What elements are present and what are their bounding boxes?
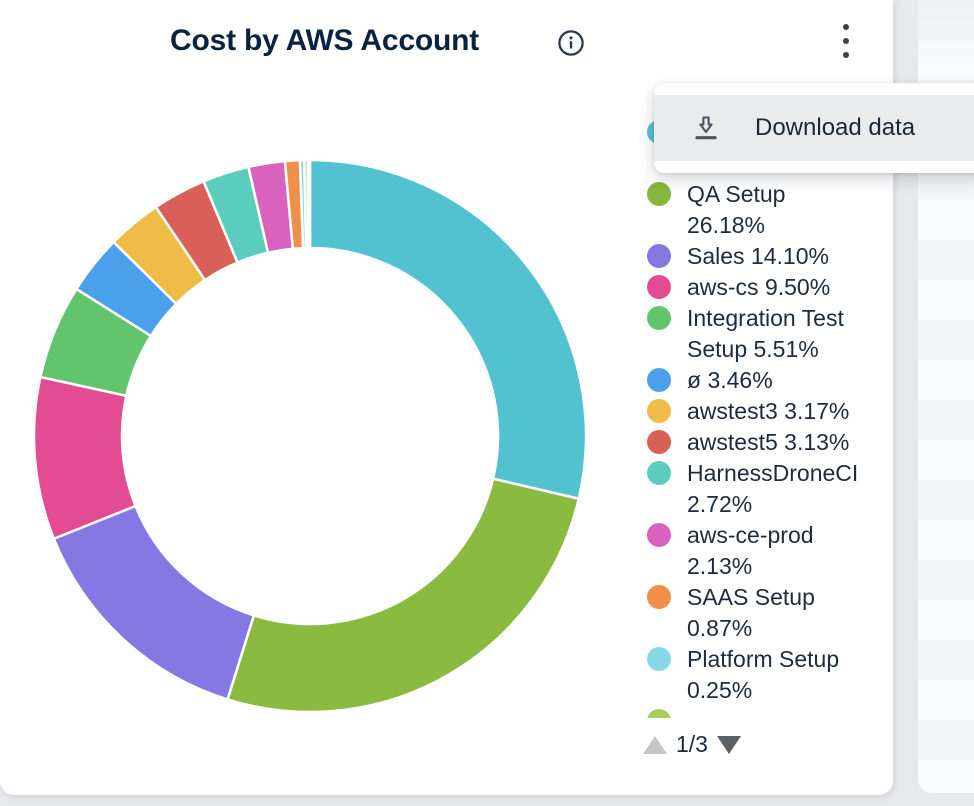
legend-item[interactable]: awstest3 3.17% <box>645 396 891 427</box>
legend-item[interactable]: ø 3.46% <box>645 365 891 396</box>
legend-pagination: 1/3 <box>643 731 741 758</box>
legend-dot <box>647 368 671 392</box>
legend-item[interactable]: aws-cs 9.50% <box>645 272 891 303</box>
info-icon[interactable] <box>557 29 585 57</box>
legend-dot <box>647 275 671 299</box>
legend-label: SAAS Setup 0.87% <box>687 584 815 641</box>
legend-item[interactable]: SAAS Setup 0.87% <box>645 582 891 644</box>
kebab-dot <box>843 38 849 44</box>
chart-legend: QA Setup 26.18% Sales 14.10% aws-cs 9.50% In… <box>645 117 891 718</box>
chart-title: Cost by AWS Account <box>170 24 479 57</box>
download-icon <box>695 116 717 140</box>
legend-dot <box>647 244 671 268</box>
donut-slice[interactable] <box>306 159 312 250</box>
legend-item[interactable]: Platform Setup 0.25% <box>645 644 891 706</box>
legend-dot <box>647 461 671 485</box>
legend-label: aws-cs 9.50% <box>687 274 831 300</box>
legend-label: aws-ce-prod 2.13% <box>687 522 814 579</box>
legend-item[interactable]: Sales 14.10% <box>645 241 891 272</box>
legend-dot <box>647 709 671 718</box>
legend-dot <box>647 182 671 206</box>
legend-item[interactable]: HarnessDroneCI 2.72% <box>645 458 891 520</box>
legend-label: Integration Test Setup 5.51% <box>687 305 844 362</box>
legend-dot <box>647 430 671 454</box>
legend-item[interactable]: aws-ce-prod 2.13% <box>645 520 891 582</box>
legend-label: awstest3 3.17% <box>687 398 850 424</box>
legend-dot <box>647 523 671 547</box>
donut-slice[interactable] <box>225 477 581 713</box>
legend-label: Sales 14.10% <box>687 243 829 269</box>
legend-item[interactable]: Integration Test Setup 5.51% <box>645 303 891 365</box>
download-data-menu-item[interactable]: Download data <box>654 95 974 161</box>
legend-item[interactable]: awstest5 3.13% <box>645 427 891 458</box>
legend-dot <box>647 585 671 609</box>
donut-slice[interactable] <box>308 159 587 501</box>
legend-dot <box>647 647 671 671</box>
donut-slice[interactable] <box>52 504 256 701</box>
kebab-dot <box>843 24 849 30</box>
kebab-menu-button[interactable] <box>835 24 857 58</box>
donut-chart[interactable] <box>33 159 587 713</box>
legend-page-indicator: 1/3 <box>676 731 708 757</box>
legend-label: QA Setup 26.18% <box>687 181 786 238</box>
legend-next-page-button[interactable] <box>716 735 741 754</box>
legend-dot <box>647 306 671 330</box>
kebab-dot <box>843 52 849 58</box>
menu-item-label: Download data <box>755 114 916 141</box>
legend-label: Platform Setup 0.25% <box>687 646 840 703</box>
context-menu: Download data <box>654 83 974 173</box>
legend-prev-page-button[interactable] <box>643 735 667 754</box>
legend-label: HarnessDroneCI 2.72% <box>687 460 859 517</box>
legend-label: ø 3.46% <box>687 367 773 393</box>
legend-dot <box>647 399 671 423</box>
legend-item[interactable]: QA Setup 26.18% <box>645 179 891 241</box>
legend-item[interactable] <box>645 706 891 718</box>
legend-label: awstest5 3.13% <box>687 429 850 455</box>
